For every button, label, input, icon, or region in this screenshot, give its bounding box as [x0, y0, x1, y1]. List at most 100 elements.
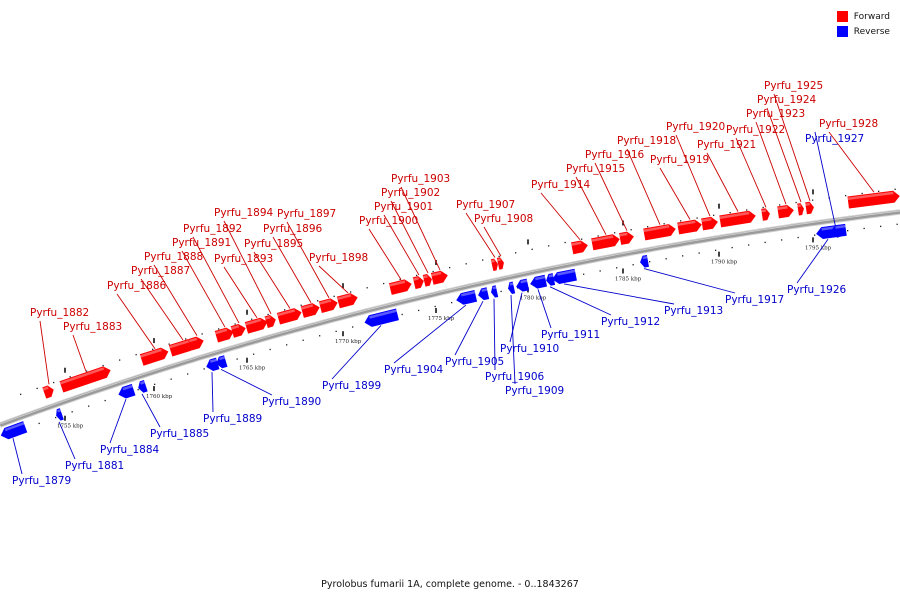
leader-pyrfu_1883: [72, 334, 87, 372]
leader-pyrfu_1925: [773, 93, 811, 201]
gene-arrow-pyrfu_1920: [701, 216, 718, 231]
ruler-dot: [515, 252, 517, 254]
ruler-dot: [449, 266, 451, 269]
gene-arrow-pyrfu_1884: [118, 383, 136, 399]
leader-pyrfu_1914: [540, 192, 581, 241]
gene-arrow-pyrfu_1901: [412, 276, 424, 290]
gene-arrow-pyrfu_1911: [530, 274, 548, 289]
gene-label-pyrfu_1918: Pyrfu_1918: [617, 135, 676, 147]
gene-label-pyrfu_1883: Pyrfu_1883: [63, 321, 122, 333]
gene-label-pyrfu_1903: Pyrfu_1903: [391, 173, 450, 185]
leader-pyrfu_1905: [454, 300, 484, 356]
ruler-dot: [319, 335, 321, 337]
ruler-dot: [814, 234, 816, 236]
gene-arrow-pyrfu_1914: [570, 240, 588, 255]
gene-arrow-pyrfu_1915: [591, 234, 620, 251]
ruler-dot: [267, 313, 269, 316]
tick-label: 1795 kbp: [805, 245, 832, 251]
ruler-dot: [234, 323, 236, 325]
gene-arrow-pyrfu_1922: [761, 208, 770, 221]
ruler-dot: [500, 290, 502, 293]
ruler-dot: [401, 313, 403, 316]
leader-pyrfu_1906: [493, 298, 496, 371]
leader-pyrfu_1897: [286, 221, 330, 299]
tick-label: 1790 kbp: [711, 260, 738, 266]
gene-arrow-pyrfu_1894: [264, 314, 276, 328]
ruler-dot: [168, 343, 170, 345]
legend-forward: Forward: [836, 9, 890, 24]
ruler-dot: [748, 244, 750, 246]
ruler-dot: [350, 291, 352, 293]
leader-pyrfu_1915: [575, 176, 607, 235]
ruler-dot: [680, 220, 682, 222]
leader-pyrfu_1881: [58, 421, 76, 460]
ruler-dot: [53, 381, 55, 384]
gene-label-pyrfu_1921: Pyrfu_1921: [697, 139, 756, 151]
ruler-dot: [880, 225, 882, 228]
gene-label-pyrfu_1881: Pyrfu_1881: [65, 460, 124, 472]
ruler-dot: [432, 270, 434, 273]
gene-arrow-pyrfu_1900: [388, 279, 412, 295]
gene-label-pyrfu_1915: Pyrfu_1915: [566, 163, 625, 175]
leader-pyrfu_1910: [509, 292, 523, 343]
leader-pyrfu_1923: [755, 121, 787, 205]
ruler-dot: [251, 318, 253, 320]
gene-label-pyrfu_1889: Pyrfu_1889: [203, 413, 262, 425]
leader-pyrfu_1919: [659, 167, 691, 220]
gene-label-pyrfu_1896: Pyrfu_1896: [263, 223, 323, 235]
leader-pyrfu_1901: [383, 214, 420, 276]
gene-label-pyrfu_1913: Pyrfu_1913: [664, 305, 723, 317]
gene-leaders: [12, 93, 875, 475]
ruler-dot: [795, 201, 797, 204]
leader-pyrfu_1896: [272, 236, 312, 303]
ruler-dot: [564, 241, 566, 244]
leader-pyrfu_1887: [140, 278, 184, 341]
ruler-dot: [583, 273, 585, 275]
gene-arrow-pyrfu_1909: [508, 281, 516, 294]
ruler-dot: [713, 214, 715, 216]
leader-pyrfu_1898: [318, 265, 349, 294]
leader-pyrfu_1904: [393, 304, 467, 364]
ruler-dot: [104, 399, 106, 402]
leader-pyrfu_1892: [192, 236, 240, 324]
gene-label-pyrfu_1892: Pyrfu_1892: [183, 223, 242, 235]
gene-labels: Pyrfu_1879 Pyrfu_1881 Pyrfu_1882 Pyrfu_1883…: [12, 80, 878, 487]
gene-label-pyrfu_1900: Pyrfu_1900: [359, 215, 418, 227]
gene-arrow-pyrfu_1890: [216, 355, 228, 369]
leader-pyrfu_1899: [331, 325, 382, 380]
gene-arrow-pyrfu_1928: [847, 190, 900, 209]
gene-label-pyrfu_1902: Pyrfu_1902: [381, 187, 440, 199]
ruler-dot: [135, 354, 137, 356]
ruler-dot: [614, 232, 616, 234]
reverse-swatch: [836, 26, 848, 37]
gene-arrow-pyrfu_1904: [456, 289, 478, 305]
leader-pyrfu_1908: [483, 226, 502, 257]
tick-label: 1775 kbp: [428, 316, 455, 322]
ruler-dot: [38, 422, 40, 425]
ruler-dot: [781, 239, 783, 241]
leader-pyrfu_1894: [223, 220, 272, 315]
leader-pyrfu_1911: [537, 289, 552, 329]
ruler-dot: [119, 359, 121, 361]
ruler-dot: [366, 287, 368, 289]
leader-pyrfu_1890: [220, 368, 273, 396]
ruler-dot: [335, 330, 337, 333]
ruler-dot: [896, 223, 898, 225]
ruler-dot: [383, 282, 385, 285]
gene-label-pyrfu_1928: Pyrfu_1928: [819, 118, 878, 130]
leader-pyrfu_1928: [828, 131, 875, 193]
gene-label-pyrfu_1911: Pyrfu_1911: [541, 329, 600, 341]
ruler-dot: [416, 274, 418, 277]
gene-label-pyrfu_1927: Pyrfu_1927: [805, 133, 864, 145]
ruler-dot: [845, 194, 847, 197]
gene-label-pyrfu_1884: Pyrfu_1884: [100, 444, 160, 456]
leader-pyrfu_1895: [253, 251, 291, 309]
ruler-dot: [597, 235, 599, 237]
gene-arrow-pyrfu_1912: [546, 273, 556, 286]
ruler-dot: [317, 300, 319, 302]
ruler-dot: [269, 348, 271, 351]
ruler-dot: [715, 249, 717, 251]
leader-pyrfu_1918: [626, 148, 661, 225]
legend-reverse-label: Reverse: [853, 26, 890, 37]
gene-label-pyrfu_1912: Pyrfu_1912: [601, 316, 660, 328]
